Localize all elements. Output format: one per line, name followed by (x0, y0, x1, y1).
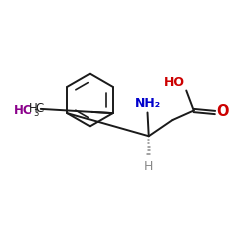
Text: NH₂: NH₂ (134, 97, 160, 110)
Text: H: H (144, 160, 154, 173)
Text: HO: HO (164, 76, 185, 88)
Text: HC: HC (14, 104, 32, 117)
Text: C: C (36, 102, 44, 116)
Text: O: O (216, 104, 229, 120)
Text: H: H (29, 102, 38, 116)
Text: 3: 3 (33, 109, 38, 118)
